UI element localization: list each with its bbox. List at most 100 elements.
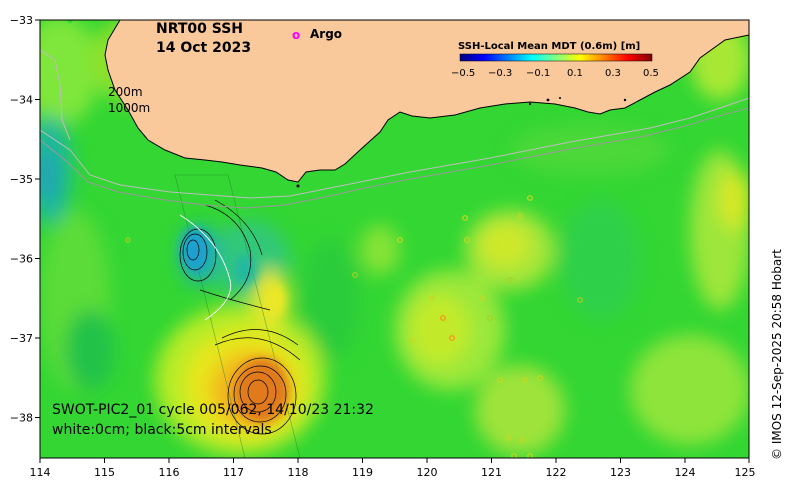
argo-float-marker: [505, 435, 511, 441]
lat-tick-marks: [35, 19, 40, 418]
argo-float-marker: [449, 335, 455, 341]
argo-float-marker: [511, 453, 517, 458]
argo-float-marker: [519, 437, 525, 443]
ssh-anomaly-patch: [475, 365, 565, 455]
contour-line: [199, 289, 271, 311]
argo-float-marker: [352, 272, 358, 278]
lon-tick-label: 117: [223, 466, 244, 479]
contour-line: [186, 239, 200, 261]
contour-line: [239, 371, 277, 413]
colorbar-tick: −0.3: [488, 68, 512, 79]
lat-tick-label: −36: [10, 253, 33, 266]
argo-float-marker: [462, 215, 468, 221]
isobath-label-1000m: 1000m: [108, 101, 150, 115]
island: [559, 97, 561, 99]
ssh-anomaly-patch: [480, 223, 530, 267]
map-title-date: 14 Oct 2023: [156, 40, 251, 56]
island: [296, 184, 300, 188]
swot-anomaly-patch: [233, 254, 257, 286]
colorbar-tick: −0.1: [526, 68, 550, 79]
lat-tick-label: −35: [10, 173, 33, 186]
argo-legend-marker: o: [292, 28, 300, 42]
coastal-islands: [67, 20, 627, 188]
contour-line: [214, 337, 301, 361]
contour-line: [214, 199, 263, 256]
swot-anomaly-patch: [269, 284, 285, 316]
argo-legend-label: Argo: [310, 27, 342, 41]
contour-line: [182, 233, 208, 271]
island: [528, 102, 532, 106]
lon-tick-label: 115: [94, 466, 115, 479]
ssh-anomaly-patch: [65, 310, 115, 390]
contour-line: [247, 379, 269, 405]
argo-float-marker: [440, 315, 446, 321]
colorbar-tick: 0.3: [605, 68, 621, 79]
argo-float-marker: [409, 337, 415, 343]
argo-float-marker: [479, 295, 485, 301]
colorbar: SSH-Local Mean MDT (0.6m) [m] −0.5 −0.3 …: [451, 41, 659, 79]
argo-float-marker: [527, 453, 533, 458]
colorbar-title: SSH-Local Mean MDT (0.6m) [m]: [458, 41, 640, 52]
argo-float-marker: [497, 377, 503, 383]
lon-tick-label: 124: [675, 466, 696, 479]
swot-contours: [179, 199, 301, 435]
colorbar-tick: 0.1: [567, 68, 583, 79]
contour-line: [227, 357, 297, 435]
warm-eddy-core: [236, 358, 288, 422]
plot-area: NRT00 SSH 14 Oct 2023 o Argo 200m 1000m …: [40, 20, 749, 458]
cold-eddy-core: [181, 228, 209, 272]
swot-zero-contour: [179, 214, 232, 321]
contour-line: [204, 204, 252, 301]
ssh-anomaly-patch: [40, 20, 100, 125]
ssh-anomaly-patch: [410, 295, 470, 365]
lon-tick-marks: [39, 458, 750, 463]
argo-float-marker: [522, 377, 528, 383]
isobath-1000m: [40, 107, 749, 209]
ssh-anomaly-patch: [510, 125, 670, 175]
lat-tick-label: −34: [10, 94, 33, 107]
imos-credit: © IMOS 12-Sep-2025 20:58 Hobart: [770, 249, 784, 460]
island: [67, 20, 73, 23]
argo-float-marker: [429, 295, 435, 301]
colorbar-strip: [459, 53, 653, 62]
lon-tick-label: 120: [417, 466, 438, 479]
argo-float-marker: [537, 375, 543, 381]
contour-line: [233, 365, 287, 423]
lon-tick-label: 119: [352, 466, 373, 479]
lon-tick-label: 125: [735, 466, 756, 479]
lon-tick-labels: 114 115 116 117 118 119 120 121 122 123 …: [30, 466, 756, 479]
lat-tick-label: −38: [10, 412, 33, 425]
lon-tick-label: 118: [288, 466, 309, 479]
swot-caption-line1: SWOT-PIC2_01 cycle 005/062, 14/10/23 21:…: [52, 402, 374, 418]
island: [623, 98, 627, 102]
lon-tick-label: 121: [481, 466, 502, 479]
argo-floats: [125, 195, 583, 458]
swot-swath: [174, 174, 301, 458]
lon-tick-label: 114: [30, 466, 51, 479]
swot-caption-line2: white:0cm; black:5cm intervals: [52, 422, 272, 438]
argo-float-marker: [125, 237, 131, 243]
isobath-200m: [40, 97, 749, 199]
lat-tick-label: −33: [10, 14, 33, 27]
argo-float-marker: [507, 277, 513, 283]
argo-float-marker: [517, 213, 523, 219]
argo-float-marker: [397, 237, 403, 243]
lat-tick-labels: −33 −34 −35 −36 −37 −38: [10, 14, 33, 425]
isobath-label-200m: 200m: [108, 85, 143, 99]
colorbar-tick: −0.5: [451, 68, 475, 79]
ssh-anomaly-patch: [40, 150, 56, 200]
swot-swath-outline: [174, 174, 301, 458]
lon-tick-label: 122: [546, 466, 567, 479]
lat-tick-label: −37: [10, 332, 33, 345]
argo-float-marker: [487, 315, 493, 321]
ssh-anomaly-patch: [560, 200, 640, 320]
argo-float-marker: [577, 297, 583, 303]
ssh-anomaly-patch: [300, 240, 360, 360]
ssh-anomaly-patch: [630, 335, 749, 445]
plot-frame: [39, 19, 750, 459]
contour-line: [221, 329, 299, 346]
island: [546, 98, 550, 102]
colorbar-tick: 0.5: [643, 68, 659, 79]
lon-tick-label: 116: [159, 466, 180, 479]
ssh-anomaly-patch: [719, 170, 749, 230]
